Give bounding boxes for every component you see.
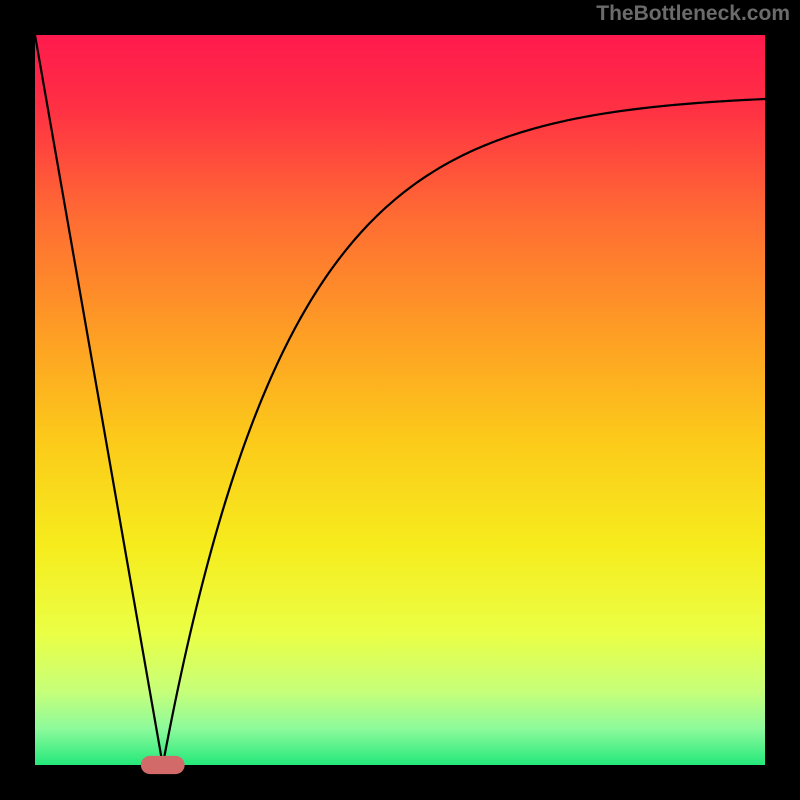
optimal-marker — [141, 756, 185, 774]
bottleneck-chart — [0, 0, 800, 800]
chart-container: TheBottleneck.com — [0, 0, 800, 800]
watermark-label: TheBottleneck.com — [596, 2, 790, 26]
